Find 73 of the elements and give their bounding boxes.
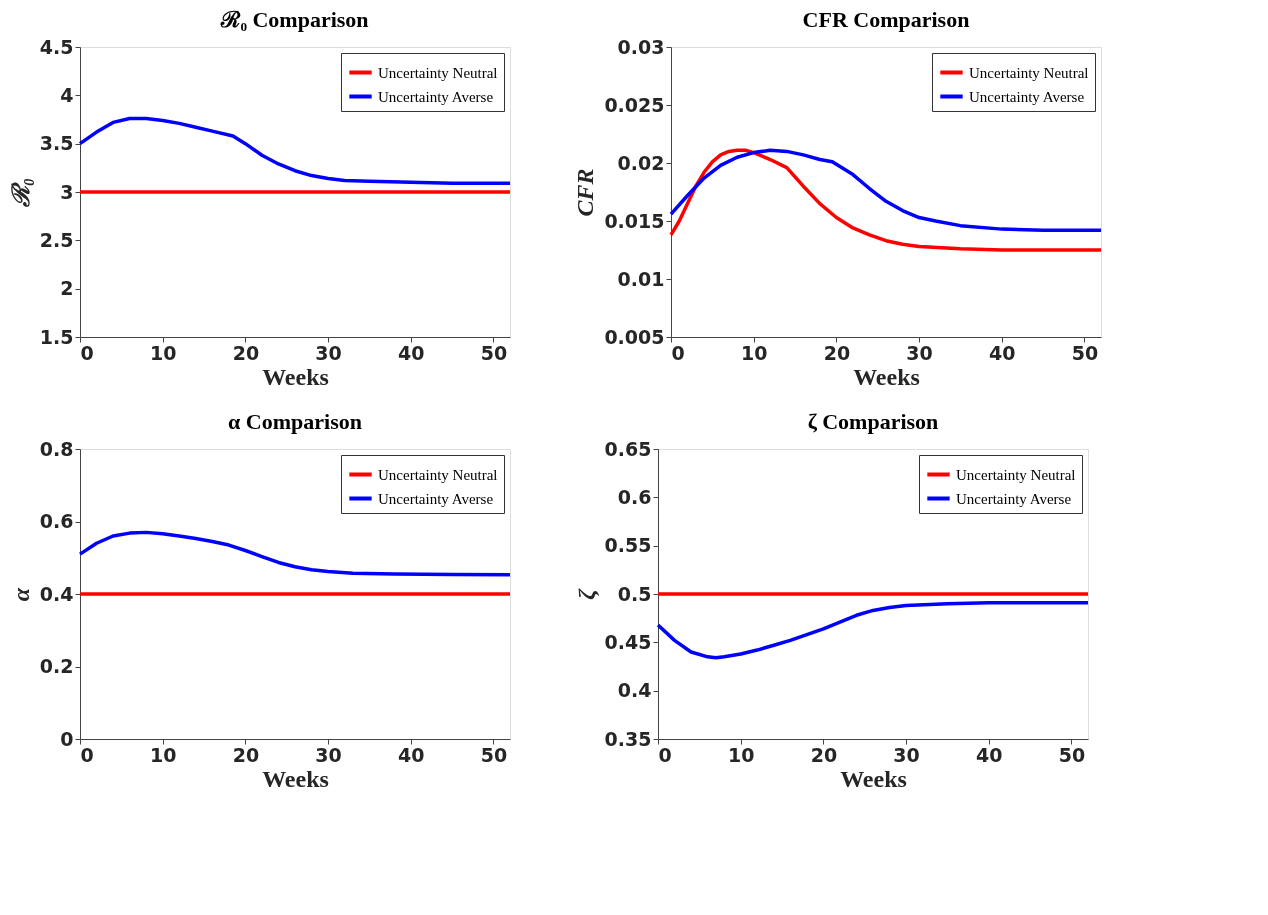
y-tick-label: 0.015	[604, 209, 665, 232]
x-tick-label: 40	[976, 743, 1003, 766]
legend-label: Uncertainty Neutral	[969, 64, 1089, 81]
x-tick-label: 20	[823, 341, 851, 364]
line-series	[78, 116, 512, 186]
x-tick-label: 10	[149, 743, 177, 766]
y-axis-title: ℛ₀	[7, 177, 34, 208]
x-tick-label: 20	[232, 341, 260, 364]
y-tick-label: 1.5	[39, 325, 74, 348]
x-tick-label: 50	[480, 743, 508, 766]
chart-title: CFR Comparison	[802, 7, 970, 32]
y-tick-label: 4	[60, 83, 74, 106]
y-tick-label: 4.5	[39, 35, 74, 58]
x-tick-label: 20	[810, 743, 838, 766]
legend-label: Uncertainty Averse	[378, 88, 494, 105]
y-tick-label: 0.45	[604, 630, 652, 653]
legend-label: Uncertainty Averse	[969, 88, 1085, 105]
y-tick-label: 0.8	[39, 437, 74, 460]
y-tick-label: 0.5	[617, 582, 652, 605]
y-tick-label: 0.01	[617, 267, 665, 290]
chart-title: α Comparison	[228, 409, 362, 434]
legend-label: Uncertainty Averse	[956, 490, 1072, 507]
y-tick-label: 2.5	[39, 228, 74, 251]
x-axis-title: Weeks	[840, 765, 907, 792]
x-axis-title: Weeks	[853, 363, 920, 390]
y-tick-label: 0.03	[617, 35, 665, 58]
legend-label: Uncertainty Neutral	[378, 466, 498, 483]
legend-label: Uncertainty Neutral	[378, 64, 498, 81]
x-tick-label: 50	[1071, 341, 1099, 364]
y-axis-title: ζ	[572, 587, 600, 600]
x-tick-label: 0	[80, 341, 94, 364]
y-axis-title: CFR	[572, 168, 599, 217]
x-tick-label: 30	[906, 341, 933, 364]
y-tick-label: 2	[60, 277, 74, 300]
y-tick-label: 0.65	[604, 437, 652, 460]
y-tick-label: 0.55	[604, 534, 652, 557]
chart-title: ζ Comparison	[807, 409, 939, 434]
y-tick-label: 0.025	[604, 93, 665, 116]
y-tick-label: 3.5	[39, 132, 74, 155]
x-axis-title: Weeks	[262, 363, 329, 390]
x-tick-label: 10	[727, 743, 755, 766]
x-tick-label: 30	[893, 743, 920, 766]
x-tick-label: 10	[740, 341, 768, 364]
y-axis-title: α	[7, 587, 34, 602]
chart-title: ℛ₀ Comparison	[220, 7, 369, 32]
x-tick-label: 40	[989, 341, 1016, 364]
x-tick-label: 0	[671, 341, 685, 364]
x-tick-label: 10	[149, 341, 177, 364]
y-tick-label: 0.005	[604, 325, 665, 348]
x-tick-label: 0	[80, 743, 94, 766]
x-tick-label: 40	[398, 341, 425, 364]
line-series	[669, 148, 1103, 252]
y-tick-label: 0.4	[39, 582, 74, 605]
x-tick-label: 50	[1058, 743, 1086, 766]
y-tick-label: 0.4	[617, 679, 652, 702]
line-series	[656, 600, 1090, 660]
legend-label: Uncertainty Neutral	[956, 466, 1076, 483]
legend-label: Uncertainty Averse	[378, 490, 494, 507]
x-tick-label: 50	[480, 341, 508, 364]
x-axis-title: Weeks	[262, 765, 329, 792]
line-series	[669, 148, 1103, 233]
y-tick-label: 0.6	[617, 485, 652, 508]
x-tick-label: 30	[315, 743, 342, 766]
x-tick-label: 40	[398, 743, 425, 766]
y-tick-label: 0.02	[617, 151, 665, 174]
y-tick-label: 0.2	[39, 655, 74, 677]
y-tick-label: 0.35	[604, 727, 652, 750]
y-tick-label: 3	[60, 180, 74, 203]
y-tick-label: 0	[60, 727, 74, 750]
x-tick-label: 30	[315, 341, 342, 364]
line-series	[78, 530, 512, 577]
y-tick-label: 0.6	[39, 510, 74, 532]
x-tick-label: 20	[232, 743, 260, 766]
